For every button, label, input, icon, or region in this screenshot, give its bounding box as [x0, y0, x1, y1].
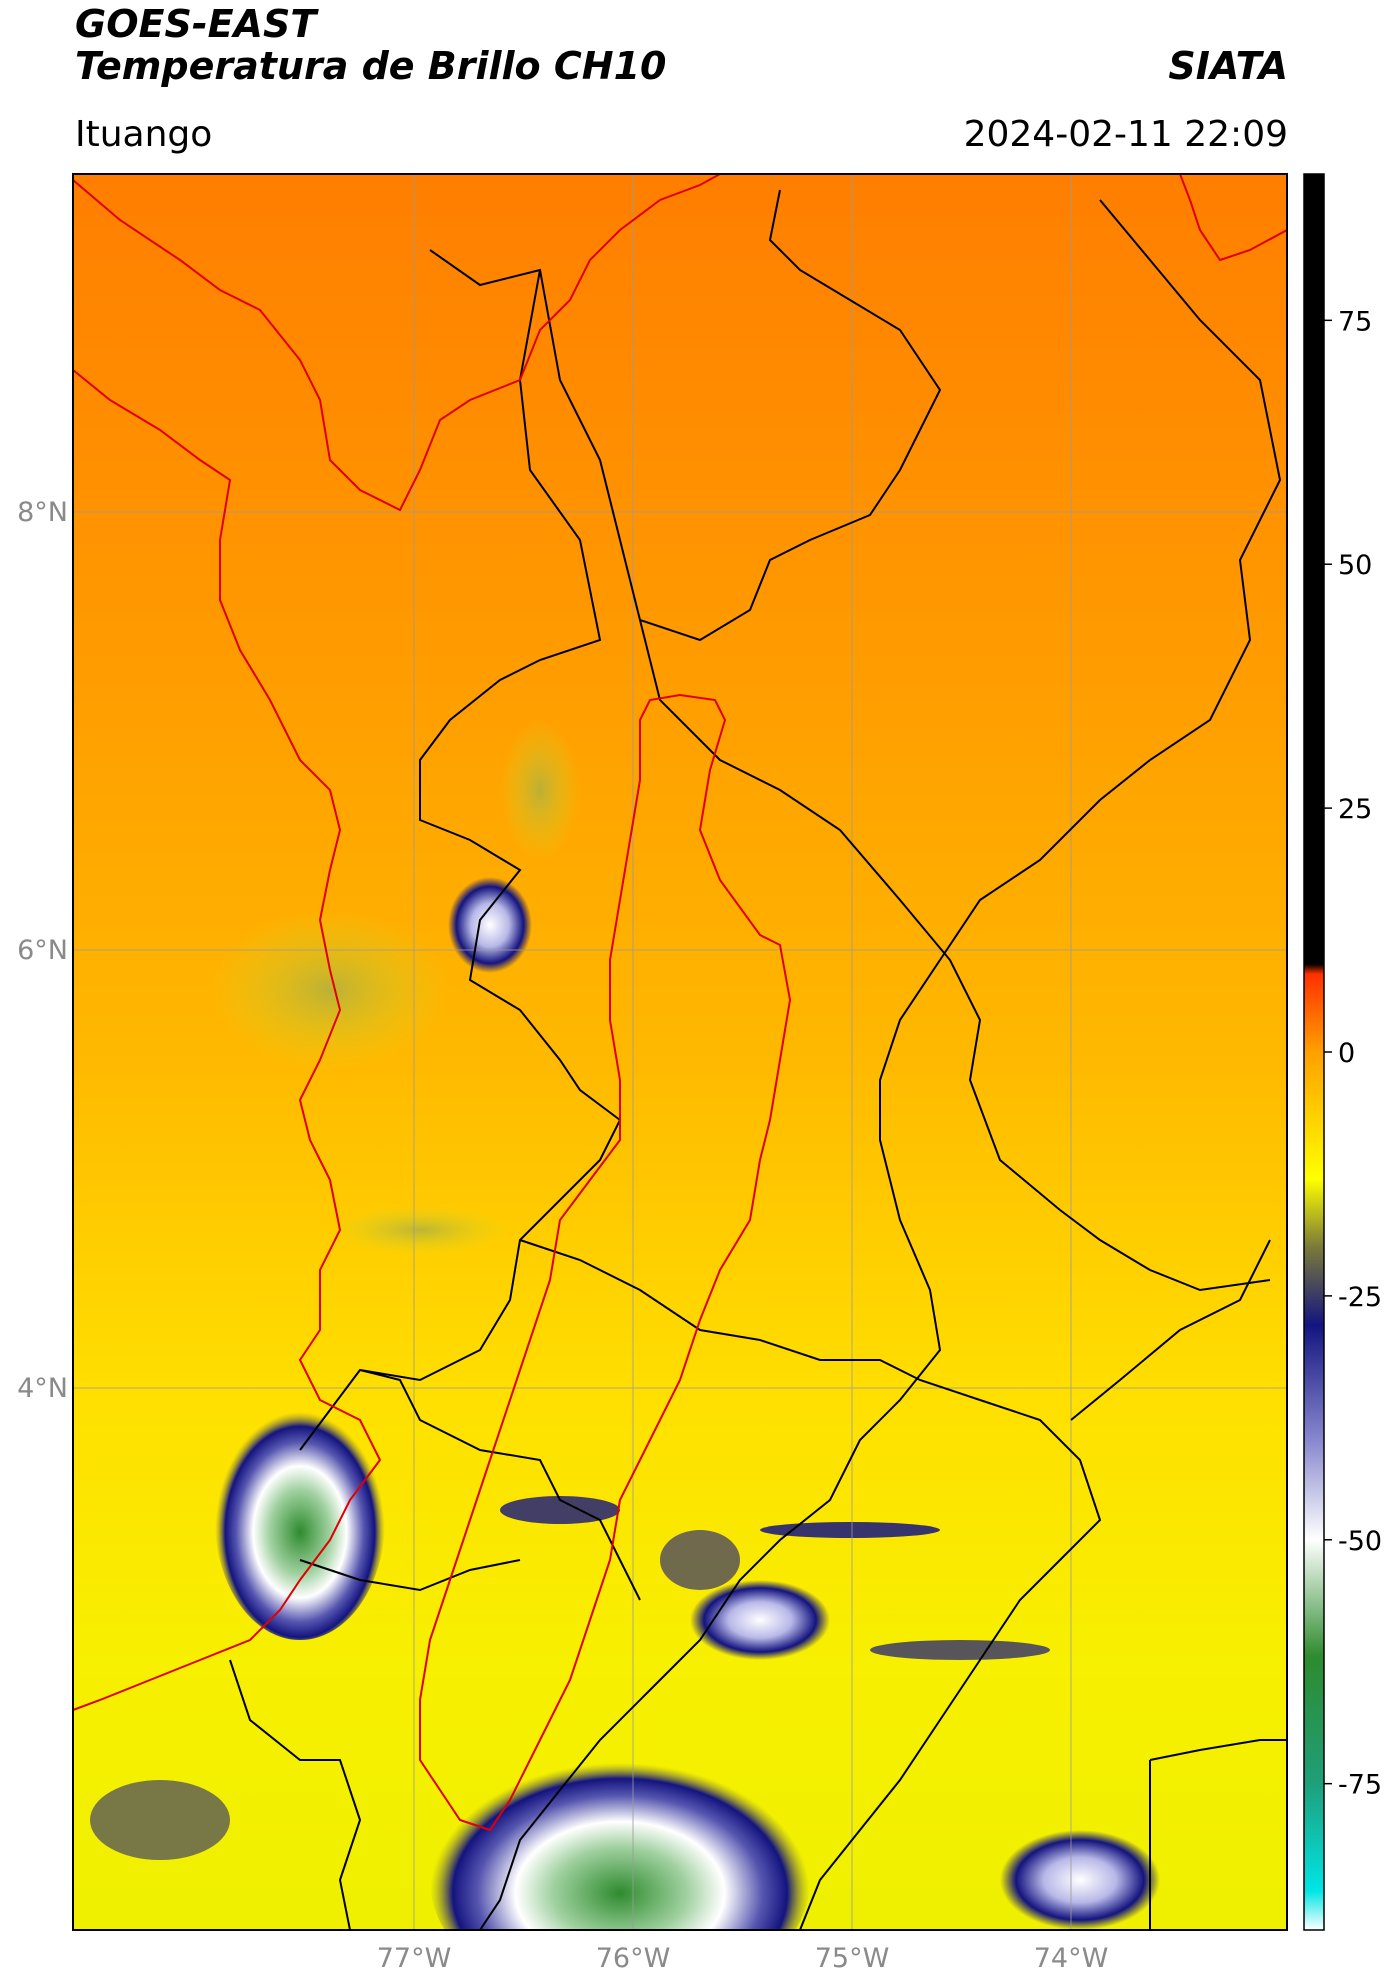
region-label: Ituango: [75, 114, 213, 155]
colorbar-tick-label: 0: [1338, 1038, 1355, 1069]
colorbar-tick-label: -25: [1338, 1282, 1382, 1313]
colorbar-fill: [1304, 174, 1324, 1930]
datetime-label: 2024-02-11 22:09: [963, 114, 1288, 155]
lon-label-74w: 74°W: [1034, 1943, 1109, 1974]
agency-label: SIATA: [1168, 44, 1288, 88]
colorbar-tick-label: 50: [1338, 550, 1372, 581]
lon-label-75w: 75°W: [815, 1943, 890, 1974]
title-line-1: GOES-EAST: [75, 2, 317, 46]
lat-label-4n: 4°N: [17, 1373, 68, 1404]
department-boundaries: [229, 189, 1287, 1930]
colorbar-tick-label: -75: [1338, 1770, 1382, 1801]
lat-label-6n: 6°N: [17, 935, 68, 966]
colorbar: 75 50 25 0 -25 -50 -75: [1303, 173, 1382, 1931]
colorbar-tick-label: 75: [1338, 306, 1372, 337]
lat-label-8n: 8°N: [17, 497, 68, 528]
ituango-basin-outline: [419, 693, 792, 1832]
lon-label-77w: 77°W: [377, 1943, 452, 1974]
colorbar-tick-label: 25: [1338, 794, 1372, 825]
map-frame: [72, 173, 1288, 1931]
satellite-image: [73, 174, 1287, 1930]
colorbar-ticks: 75 50 25 0 -25 -50 -75: [1324, 306, 1382, 1801]
colorbar-tick-label: -50: [1338, 1526, 1382, 1557]
title-line-2: Temperatura de Brillo CH10: [75, 44, 667, 88]
lon-label-76w: 76°W: [596, 1943, 671, 1974]
coastline: [73, 174, 1287, 1711]
boundaries: [73, 174, 1287, 1930]
graticule: [73, 174, 1287, 1930]
